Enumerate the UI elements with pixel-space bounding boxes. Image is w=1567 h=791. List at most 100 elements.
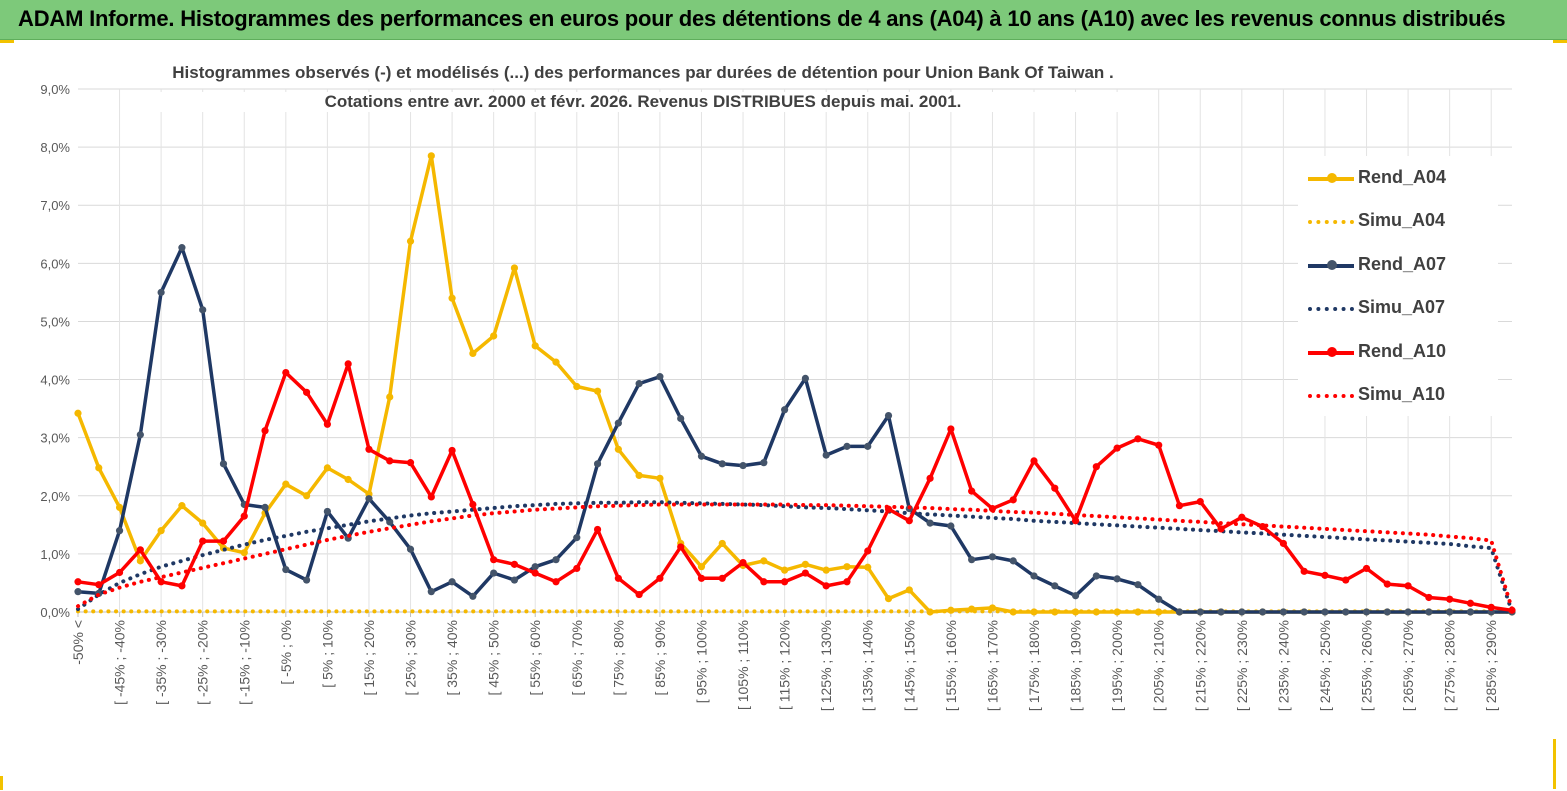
data-point-rend-a07 [677,414,685,423]
legend-item-simu-a07[interactable]: Simu_A07 [1298,286,1498,329]
y-tick-label: 7,0% [40,198,70,213]
legend-item-rend-a07[interactable]: Rend_A07 [1298,243,1498,286]
data-point-rend-a07 [635,380,643,388]
data-point-rend-a10 [781,578,789,586]
data-point-rend-a07 [199,306,207,314]
report-title: ADAM Informe. Histogrammes des performan… [18,6,1506,31]
data-point-rend-a07 [1342,608,1350,616]
data-point-rend-a04 [593,387,602,395]
legend-label: Simu_A10 [1358,383,1446,404]
x-tick-label: [ 65% ; 70% [569,620,585,696]
data-point-rend-a07 [1259,608,1267,616]
data-point-rend-a07 [219,460,228,468]
legend-item-rend-a10[interactable]: Rend_A10 [1298,330,1498,373]
data-point-rend-a10 [1092,463,1100,471]
data-point-rend-a10 [95,581,103,589]
data-point-rend-a10 [136,546,144,554]
series-line-rend-a07 [76,245,1514,614]
data-point-rend-a10 [718,574,726,582]
x-tick-label: [ 185% ; 190% [1068,620,1084,711]
legend-swatch-line [1308,220,1354,225]
data-point-rend-a07 [323,507,331,516]
data-point-rend-a04 [718,539,726,548]
x-tick-label: [ -45% ; -40% [112,620,128,705]
report-banner: ADAM Informe. Histogrammes des performan… [0,0,1567,40]
legend-label: Simu_A07 [1358,297,1446,318]
x-tick-label: -50% < [70,620,86,665]
data-point-rend-a04 [303,492,311,500]
data-point-rend-a07 [136,431,144,439]
data-point-rend-a04 [136,557,144,565]
data-point-rend-a04 [406,237,415,245]
data-point-rend-a10 [365,445,373,453]
x-tick-label: [ 265% ; 270% [1400,620,1416,711]
data-point-rend-a10 [656,574,664,582]
data-point-rend-a04 [573,382,581,391]
legend-item-simu-a10[interactable]: Simu_A10 [1298,373,1498,416]
data-point-rend-a10 [1071,517,1080,525]
legend-swatch-line [1308,307,1354,312]
data-point-rend-a10 [1487,603,1495,611]
data-point-rend-a07 [115,527,124,535]
legend-label: Rend_A04 [1358,167,1447,187]
legend-label: Rend_A07 [1358,253,1447,274]
data-point-rend-a07 [1279,608,1287,616]
data-point-rend-a10 [1300,567,1308,575]
data-point-rend-a10 [199,537,207,545]
x-tick-label: [ 75% ; 80% [610,620,626,696]
data-point-rend-a10 [323,420,331,428]
data-point-rend-a07 [926,519,934,527]
data-point-rend-a10 [905,517,913,525]
data-point-rend-a07 [469,592,477,600]
legend-item-rend-a04[interactable]: Rend_A04 [1298,156,1498,199]
data-point-rend-a10 [1030,457,1038,465]
data-point-rend-a10 [157,578,165,586]
data-point-rend-a07 [593,460,602,468]
data-point-rend-a10 [1155,441,1163,449]
y-tick-label: 1,0% [40,547,70,562]
x-tick-label: [ 245% ; 250% [1317,620,1333,711]
data-point-rend-a10 [864,547,872,555]
y-tick-label: 5,0% [40,314,70,329]
data-point-rend-a07 [365,495,373,503]
data-point-rend-a04 [448,294,456,302]
data-point-rend-a04 [884,595,893,603]
data-point-rend-a10 [1175,502,1184,510]
data-point-rend-a07 [282,565,290,574]
data-point-rend-a10 [926,474,934,482]
data-point-rend-a04 [635,471,643,480]
data-point-rend-a10 [448,446,456,455]
data-point-rend-a07 [406,545,415,553]
data-point-rend-a10 [1446,595,1454,603]
data-point-rend-a04 [905,586,913,594]
data-point-rend-a10 [947,425,955,433]
data-point-rend-a10 [386,457,394,465]
x-tick-label: [ 135% ; 140% [860,620,876,711]
data-point-rend-a07 [968,556,976,564]
data-point-rend-a10 [219,537,228,545]
x-tick-label: [ 115% ; 120% [777,620,793,710]
data-point-rend-a04 [199,519,207,527]
legend-swatch-marker [1327,173,1337,183]
data-point-rend-a07 [760,459,768,467]
data-point-rend-a04 [1134,608,1142,616]
x-tick-label: [ -5% ; 0% [278,620,294,685]
y-tick-label: 9,0% [40,82,70,97]
data-point-rend-a07 [1051,582,1059,590]
y-tick-label: 2,0% [40,489,70,504]
y-tick-label: 0,0% [40,605,70,620]
data-point-rend-a10 [1342,576,1350,584]
legend-item-simu-a04[interactable]: Simu_A04 [1298,199,1498,242]
data-point-rend-a07 [1092,572,1100,580]
x-tick-label: [ 285% ; 290% [1483,620,1499,711]
data-point-rend-a04 [178,502,186,510]
data-point-rend-a10 [614,574,622,582]
x-tick-label: [ 125% ; 130% [818,620,834,711]
data-point-rend-a07 [1175,608,1184,616]
data-point-rend-a10 [115,568,124,577]
x-tick-label: [ -15% ; -10% [236,620,252,705]
data-point-rend-a07 [864,442,872,450]
legend-swatch-marker [1327,259,1337,270]
data-point-rend-a07 [531,563,539,571]
data-point-rend-a07 [303,576,311,584]
